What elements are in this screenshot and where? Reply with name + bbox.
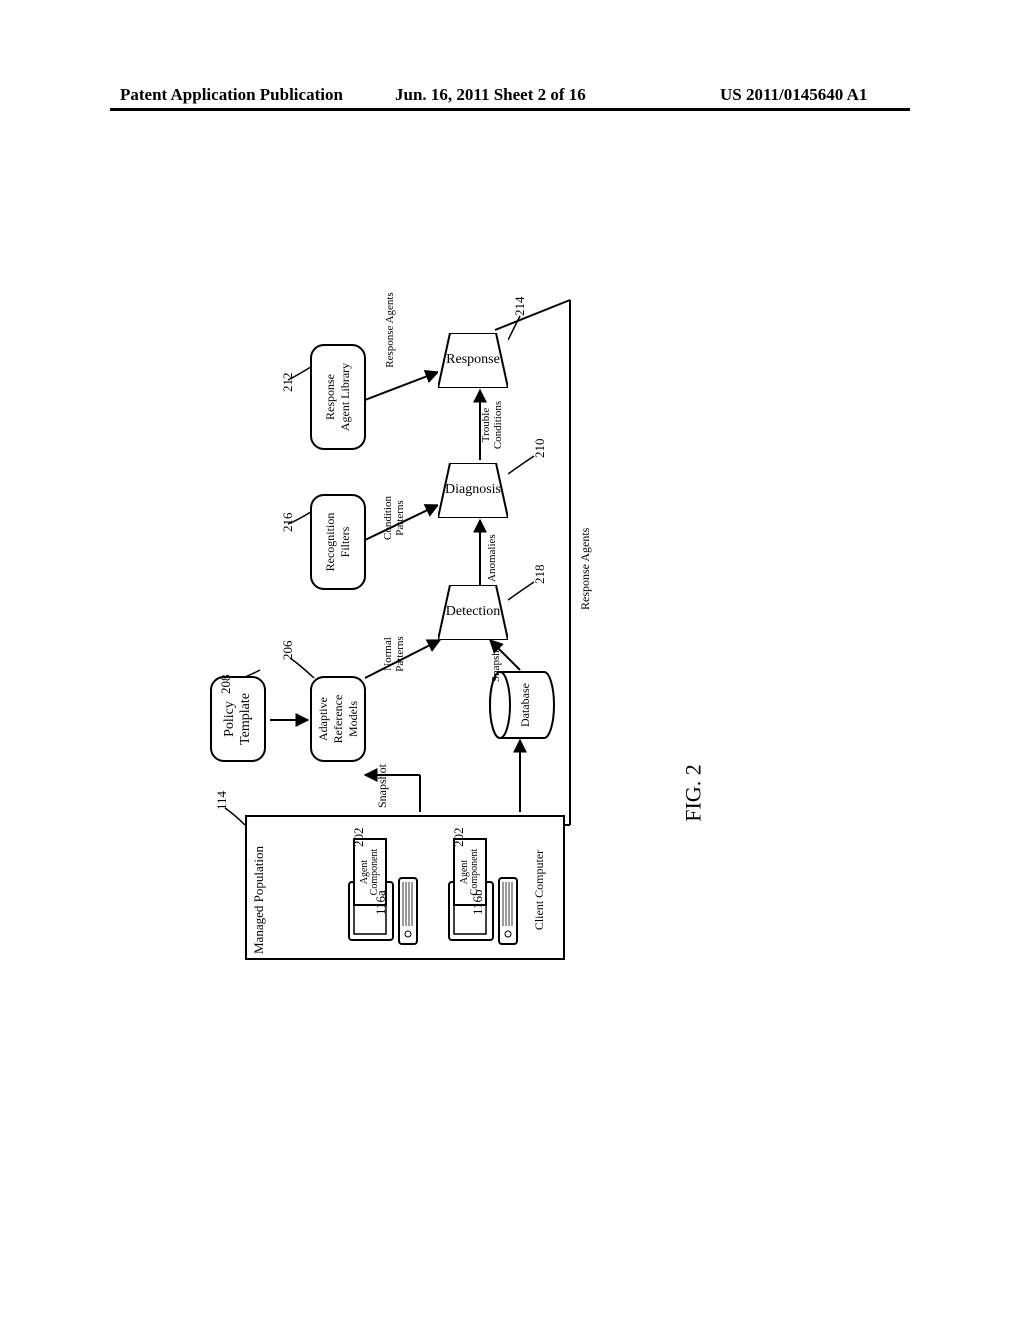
header-rule: [110, 108, 910, 111]
response-label: Response: [446, 353, 500, 369]
ref-116a: 116a: [373, 890, 389, 915]
edge-response-agents-top: Response Agents: [384, 280, 396, 380]
header-left: Patent Application Publication: [120, 85, 343, 105]
ref-216: 216: [280, 513, 296, 533]
client-computer-label: Client Computer: [532, 845, 547, 935]
recognition-filters-box: Recognition Filters: [310, 494, 366, 590]
detection-label: Detection: [446, 605, 500, 621]
ref-218: 218: [532, 565, 548, 585]
ref-210: 210: [532, 439, 548, 459]
header-center: Jun. 16, 2011 Sheet 2 of 16: [395, 85, 586, 105]
diagnosis-trap: Diagnosis: [438, 463, 508, 518]
arm-box: Adaptive Reference Models: [310, 676, 366, 762]
diagnosis-label: Diagnosis: [445, 483, 501, 499]
ref-202b: 202: [451, 828, 467, 848]
edge-snapshot1: Snapshot: [375, 764, 390, 808]
edge-anomalies: Anomalies: [486, 534, 498, 582]
edge-trouble-conditions: Trouble Conditions: [480, 390, 504, 460]
client-computer-b: Agent Component: [445, 876, 528, 946]
edge-snapshot2: Snapshot: [490, 642, 502, 682]
response-trap: Response: [438, 333, 508, 388]
diagram: Managed Population 114 Agent Component 1…: [190, 240, 810, 940]
ref-116b: 116b: [470, 889, 486, 915]
ref-114: 114: [214, 791, 230, 810]
edge-response-agents-bottom: Response Agents: [578, 528, 593, 610]
header-right: US 2011/0145640 A1: [720, 85, 867, 105]
ref-208: 208: [218, 675, 234, 695]
detection-trap: Detection: [438, 585, 508, 640]
edge-normal-patterns: Normal Patterns: [382, 624, 406, 684]
edge-condition-patterns: Condition Patterns: [382, 488, 406, 548]
ref-202a: 202: [351, 828, 367, 848]
ref-206: 206: [280, 641, 296, 661]
managed-population-label: Managed Population: [251, 846, 267, 954]
database-label: Database: [518, 670, 533, 740]
response-agent-library-box: Response Agent Library: [310, 344, 366, 450]
ref-212: 212: [280, 373, 296, 393]
ref-214: 214: [512, 297, 528, 317]
